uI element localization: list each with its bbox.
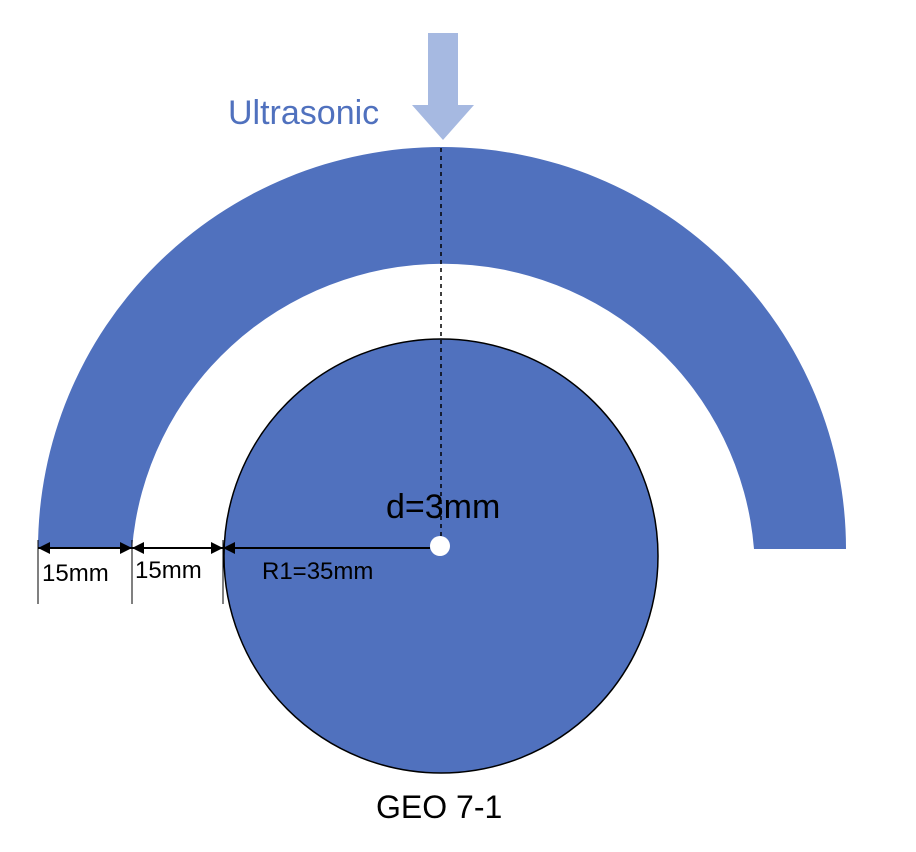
arrowhead xyxy=(211,542,223,554)
ultrasonic-label: Ultrasonic xyxy=(228,94,379,132)
inner-circle xyxy=(223,338,659,774)
arrowhead xyxy=(223,542,235,554)
gap-width-label: 15mm xyxy=(135,557,202,584)
arrowhead xyxy=(120,542,132,554)
figure-title: GEO 7-1 xyxy=(376,789,502,825)
arrowhead xyxy=(38,542,50,554)
inner-radius-label: R1=35mm xyxy=(262,558,373,585)
ring-width-label: 15mm xyxy=(42,560,109,587)
center-hole xyxy=(430,536,450,556)
hole-diameter-label: d=3mm xyxy=(386,488,500,526)
arrowhead xyxy=(132,542,144,554)
ultrasonic-arrow xyxy=(412,33,474,140)
outer-semi-ring xyxy=(38,147,846,549)
